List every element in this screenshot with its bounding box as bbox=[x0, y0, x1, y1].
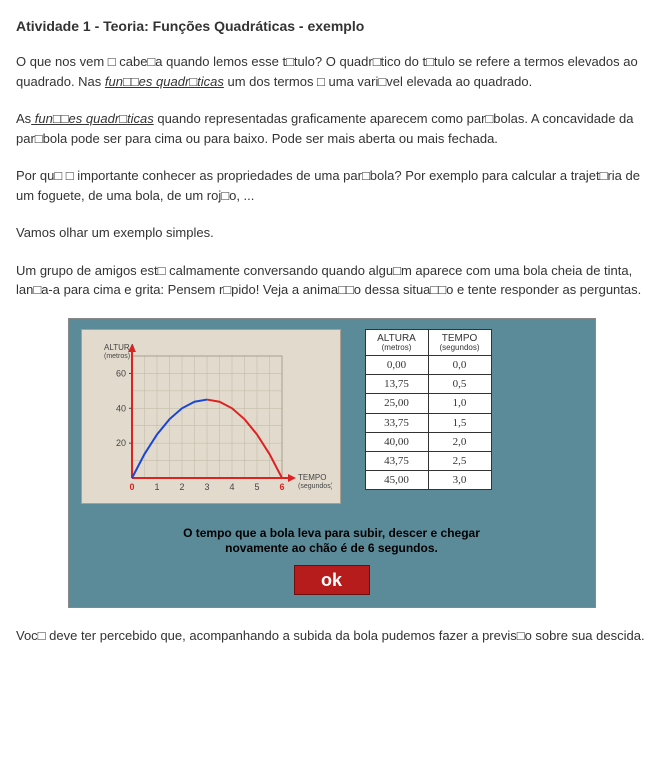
svg-text:0: 0 bbox=[129, 482, 134, 492]
paragraph-1: O que nos vem □ cabe□a quando lemos esse… bbox=[16, 52, 647, 91]
svg-text:(segundos): (segundos) bbox=[298, 483, 332, 490]
svg-text:1: 1 bbox=[154, 482, 159, 492]
table-row: 33,751,5 bbox=[365, 413, 491, 432]
table-row: 45,003,0 bbox=[365, 470, 491, 489]
svg-text:5: 5 bbox=[254, 482, 259, 492]
paragraph-6: Voc□ deve ter percebido que, acompanhand… bbox=[16, 626, 647, 646]
header-unit: (metros) bbox=[366, 344, 428, 353]
svg-text:40: 40 bbox=[115, 403, 125, 413]
svg-text:TEMPO: TEMPO bbox=[298, 473, 326, 482]
svg-text:3: 3 bbox=[204, 482, 209, 492]
col-altura-header: ALTURA (metros) bbox=[365, 329, 428, 356]
text: um dos termos □ uma vari□vel elevada ao … bbox=[224, 74, 532, 89]
table-cell: 1,0 bbox=[428, 394, 491, 413]
paragraph-2: As fun□□es quadr□ticas quando representa… bbox=[16, 109, 647, 148]
header-text: TEMPO bbox=[442, 333, 478, 344]
table-row: 43,752,5 bbox=[365, 451, 491, 470]
col-tempo-header: TEMPO (segundos) bbox=[428, 329, 491, 356]
table-cell: 0,00 bbox=[365, 356, 428, 375]
table-row: 40,002,0 bbox=[365, 432, 491, 451]
header-unit: (segundos) bbox=[429, 344, 491, 353]
svg-text:20: 20 bbox=[115, 438, 125, 448]
svg-text:60: 60 bbox=[115, 368, 125, 378]
svg-text:4: 4 bbox=[229, 482, 234, 492]
table-row: 0,000,0 bbox=[365, 356, 491, 375]
chart-container: ALTURA(metros)2040600123456TEMPO(segundo… bbox=[81, 329, 341, 504]
panel-message: O tempo que a bola leva para subir, desc… bbox=[81, 526, 583, 557]
svg-text:(metros): (metros) bbox=[104, 353, 130, 360]
table-cell: 3,0 bbox=[428, 470, 491, 489]
paragraph-4: Vamos olhar um exemplo simples. bbox=[16, 223, 647, 243]
animation-panel: ALTURA(metros)2040600123456TEMPO(segundo… bbox=[68, 318, 596, 608]
header-text: ALTURA bbox=[377, 333, 416, 344]
table-cell: 0,0 bbox=[428, 356, 491, 375]
msg-line2: novamente ao chão é de 6 segundos. bbox=[225, 541, 438, 555]
paragraph-5: Um grupo de amigos est□ calmamente conve… bbox=[16, 261, 647, 300]
table-cell: 2,0 bbox=[428, 432, 491, 451]
table-cell: 43,75 bbox=[365, 451, 428, 470]
altura-tempo-chart: ALTURA(metros)2040600123456TEMPO(segundo… bbox=[92, 338, 332, 496]
ok-button[interactable]: ok bbox=[294, 565, 370, 595]
link-quadratic-functions[interactable]: fun□□es quadr□ticas bbox=[31, 111, 154, 126]
table-cell: 40,00 bbox=[365, 432, 428, 451]
text: As bbox=[16, 111, 31, 126]
table-row: 13,750,5 bbox=[365, 375, 491, 394]
svg-text:2: 2 bbox=[179, 482, 184, 492]
table-cell: 45,00 bbox=[365, 470, 428, 489]
table-row: 25,001,0 bbox=[365, 394, 491, 413]
link-quadratic-functions[interactable]: fun□□es quadr□ticas bbox=[105, 74, 224, 89]
msg-line1: O tempo que a bola leva para subir, desc… bbox=[183, 526, 480, 540]
table-cell: 13,75 bbox=[365, 375, 428, 394]
paragraph-3: Por qu□ □ importante conhecer as proprie… bbox=[16, 166, 647, 205]
svg-text:6: 6 bbox=[279, 482, 284, 492]
data-table: ALTURA (metros) TEMPO (segundos) 0,000,0… bbox=[365, 329, 492, 490]
table-cell: 33,75 bbox=[365, 413, 428, 432]
table-cell: 1,5 bbox=[428, 413, 491, 432]
table-cell: 0,5 bbox=[428, 375, 491, 394]
page-title: Atividade 1 - Teoria: Funções Quadrática… bbox=[16, 18, 647, 34]
table-cell: 25,00 bbox=[365, 394, 428, 413]
table-cell: 2,5 bbox=[428, 451, 491, 470]
